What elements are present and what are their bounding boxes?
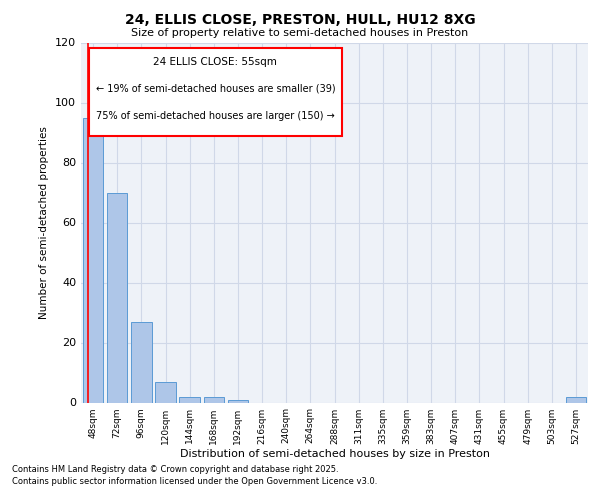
Bar: [566, 396, 586, 402]
Bar: [203, 396, 224, 402]
Text: Size of property relative to semi-detached houses in Preston: Size of property relative to semi-detach…: [131, 28, 469, 38]
Text: ← 19% of semi-detached houses are smaller (39): ← 19% of semi-detached houses are smalle…: [96, 84, 336, 94]
FancyBboxPatch shape: [89, 48, 342, 136]
X-axis label: Distribution of semi-detached houses by size in Preston: Distribution of semi-detached houses by …: [179, 450, 490, 460]
Text: 24, ELLIS CLOSE, PRESTON, HULL, HU12 8XG: 24, ELLIS CLOSE, PRESTON, HULL, HU12 8XG: [125, 12, 475, 26]
Text: 75% of semi-detached houses are larger (150) →: 75% of semi-detached houses are larger (…: [96, 111, 335, 121]
Text: Contains public sector information licensed under the Open Government Licence v3: Contains public sector information licen…: [12, 477, 377, 486]
Bar: [83, 118, 103, 403]
Bar: [179, 396, 200, 402]
Y-axis label: Number of semi-detached properties: Number of semi-detached properties: [40, 126, 49, 319]
Text: Contains HM Land Registry data © Crown copyright and database right 2025.: Contains HM Land Registry data © Crown c…: [12, 465, 338, 474]
Text: 24 ELLIS CLOSE: 55sqm: 24 ELLIS CLOSE: 55sqm: [154, 57, 277, 67]
Bar: [131, 322, 152, 402]
Bar: [227, 400, 248, 402]
Bar: [155, 382, 176, 402]
Bar: [107, 192, 127, 402]
